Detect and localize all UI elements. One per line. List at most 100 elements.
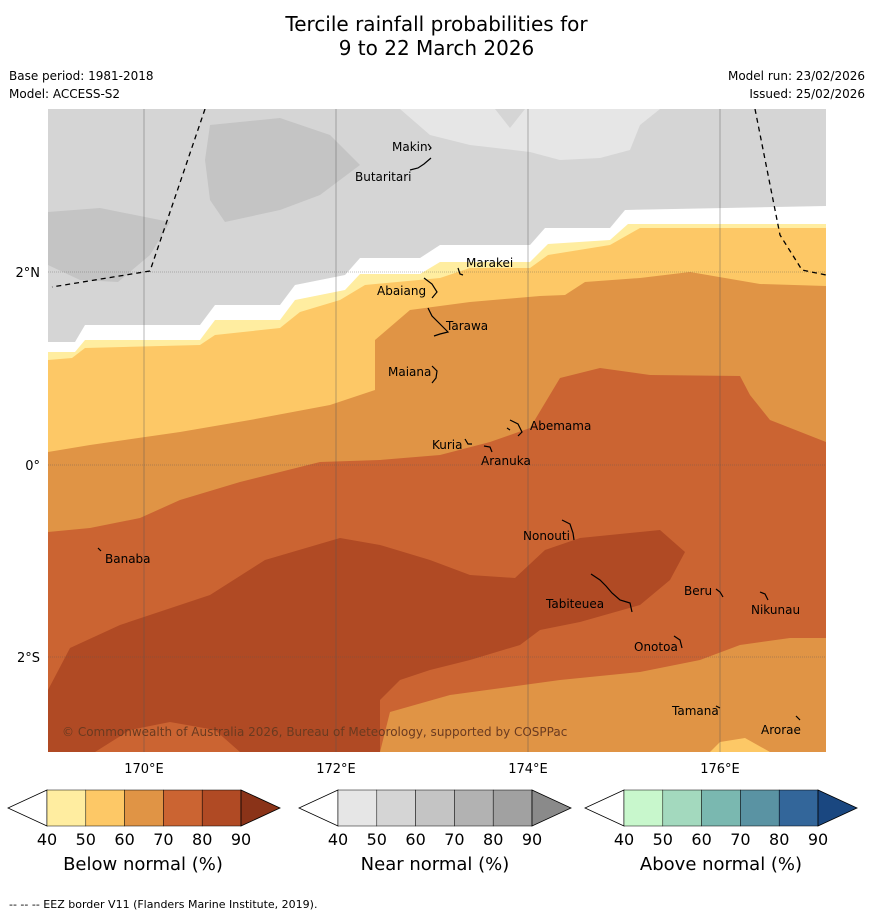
title-line-2: 9 to 22 March 2026	[338, 36, 535, 60]
colorbar-tick-label: 80	[483, 830, 503, 849]
near-normal-60-area-north	[205, 118, 360, 222]
meta-right: Model run: 23/02/2026 Issued: 25/02/2026	[728, 67, 865, 103]
colorbar-segment	[778, 789, 819, 827]
island-marakei-outline	[457, 267, 464, 276]
colorbar-segment	[492, 789, 533, 827]
colorbar-extend-low	[584, 789, 625, 827]
lon-label-170: 170°E	[124, 762, 164, 777]
colorbar-segment	[124, 789, 164, 827]
colorbar-above-normal: 40 50 60 70 80 90	[584, 789, 858, 849]
island-butaritari-outline	[409, 157, 432, 171]
colorbar-segment	[85, 789, 125, 827]
colorbar-tick-label: 50	[76, 830, 96, 849]
colorbar-segment	[662, 789, 702, 827]
colorbar-tick-label: 70	[153, 830, 173, 849]
below-normal-70-area-south	[380, 638, 826, 752]
place-kuria: Kuria	[432, 438, 463, 452]
colorbar-segment	[46, 789, 87, 827]
colorbar-tick-label: 90	[231, 830, 251, 849]
meta-left: Base period: 1981-2018 Model: ACCESS-S2	[9, 67, 154, 103]
colorbar-extend-high	[531, 789, 572, 827]
place-tarawa: Tarawa	[445, 319, 488, 333]
island-tamana-outline	[715, 705, 721, 709]
colorbar-tick-label: 60	[691, 830, 711, 849]
place-maiana: Maiana	[388, 365, 431, 379]
colorbar-segment	[201, 789, 242, 827]
base-period: Base period: 1981-2018	[9, 69, 154, 83]
island-makin-outline	[427, 143, 432, 151]
lon-label-176: 176°E	[700, 762, 740, 777]
colorbar-tick-label: 50	[367, 830, 387, 849]
island-tarawa-outline	[427, 307, 450, 337]
colorbar-segment	[623, 789, 664, 827]
footer-note: -- -- -- EEZ border V11 (Flanders Marine…	[9, 898, 318, 911]
colorbar-tick-label: 70	[444, 830, 464, 849]
colorbar-tick-label: 50	[653, 830, 673, 849]
island-onotoa-outline	[673, 635, 683, 649]
colorbar-tick-label: 40	[37, 830, 57, 849]
below-normal-80-area-south	[95, 722, 240, 752]
island-banaba-outline	[97, 547, 102, 552]
lat-label-2s: 2°S	[17, 651, 40, 666]
map-area: Makin Butaritari Marakei Abaiang Tarawa …	[48, 109, 826, 752]
colorbar-tick-label: 70	[730, 830, 750, 849]
place-butaritari: Butaritari	[355, 170, 412, 184]
island-tabiteuea-outline	[590, 573, 633, 613]
lat-label-2n: 2°N	[16, 266, 41, 281]
place-abemama: Abemama	[530, 419, 591, 433]
island-maiana-outline	[431, 365, 438, 384]
colorbar-segment	[701, 789, 741, 827]
colorbar-extend-high	[240, 789, 281, 827]
colorbar-tick-label: 40	[614, 830, 634, 849]
lat-label-0: 0°	[25, 459, 40, 474]
below-normal-90-area	[48, 530, 685, 752]
colorbar-tick-label: 40	[328, 830, 348, 849]
place-makin: Makin	[392, 140, 428, 154]
colorbar-tick-label: 60	[405, 830, 425, 849]
below-normal-60-area-south	[710, 738, 770, 752]
grid-lines	[48, 109, 826, 752]
colorbar-tick-label: 90	[808, 830, 828, 849]
island-outlines	[97, 143, 801, 721]
place-tabiteuea: Tabiteuea	[545, 597, 604, 611]
colorbar-segment	[376, 789, 416, 827]
copyright-notice: © Commonwealth of Australia 2026, Bureau…	[62, 725, 567, 739]
place-beru: Beru	[684, 584, 712, 598]
island-aranuka-outline	[483, 445, 493, 453]
colorbar-label-below: Below normal (%)	[63, 854, 223, 875]
place-onotoa: Onotoa	[634, 640, 678, 654]
near-normal-60-area-west	[48, 208, 170, 282]
colorbar-tick-label: 90	[522, 830, 542, 849]
island-abaiang-outline	[423, 277, 438, 299]
island-nikunau-outline	[759, 591, 769, 601]
colorbar-segment	[415, 789, 455, 827]
issued-date: Issued: 25/02/2026	[749, 87, 865, 101]
eez-border	[51, 109, 826, 288]
colorbar-segment	[337, 789, 378, 827]
model-name: Model: ACCESS-S2	[9, 87, 121, 101]
colorbar-label-near: Near normal (%)	[360, 854, 510, 875]
place-arorae: Arorae	[761, 723, 801, 737]
place-abaiang: Abaiang	[377, 284, 426, 298]
lon-label-174: 174°E	[508, 762, 548, 777]
chart-title: Tercile rainfall probabilities for 9 to …	[0, 12, 873, 60]
colorbar-segment	[740, 789, 780, 827]
colorbar-extend-low	[298, 789, 339, 827]
colorbar-tick-label: 80	[192, 830, 212, 849]
title-line-1: Tercile rainfall probabilities for	[285, 12, 588, 36]
place-nonouti: Nonouti	[523, 529, 570, 543]
place-labels: Makin Butaritari Marakei Abaiang Tarawa …	[105, 140, 801, 737]
island-kuria-outline	[464, 438, 472, 445]
place-nikunau: Nikunau	[751, 603, 800, 617]
island-nonouti-outline	[561, 519, 575, 541]
island-arorae-outline	[795, 715, 801, 721]
colorbar-segment	[163, 789, 203, 827]
place-tamana: Tamana	[671, 704, 719, 718]
colorbar-extend-high	[817, 789, 858, 827]
colorbar-tick-label: 80	[769, 830, 789, 849]
near-normal-40-area	[400, 109, 660, 160]
colorbar-extend-low	[7, 789, 48, 827]
place-aranuka: Aranuka	[481, 454, 531, 468]
colorbar-label-above: Above normal (%)	[639, 854, 803, 875]
